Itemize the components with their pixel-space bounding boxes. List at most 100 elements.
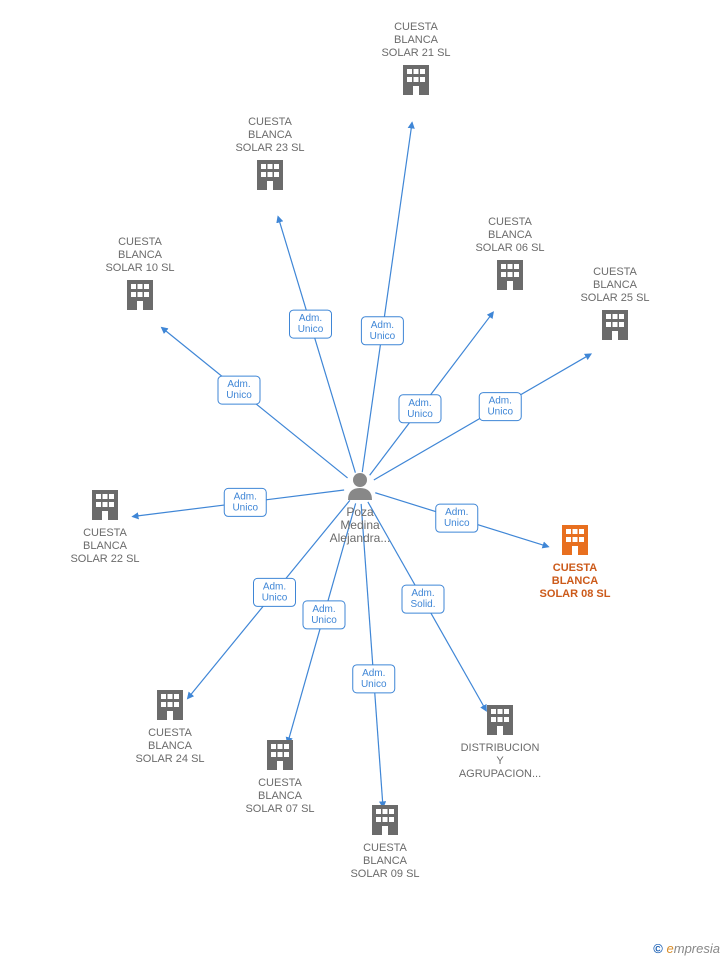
svg-text:BLANCA: BLANCA bbox=[363, 855, 408, 867]
svg-text:BLANCA: BLANCA bbox=[394, 34, 439, 46]
label-ndist: DISTRIBUCIONYAGRUPACION... bbox=[459, 742, 541, 780]
edge-label-n25: Adm.Unico bbox=[479, 393, 521, 421]
svg-text:BLANCA: BLANCA bbox=[83, 540, 128, 552]
svg-text:Adm.: Adm. bbox=[263, 581, 286, 592]
svg-text:Unico: Unico bbox=[487, 407, 513, 418]
svg-text:Solid.: Solid. bbox=[410, 599, 435, 610]
svg-text:BLANCA: BLANCA bbox=[148, 740, 193, 752]
edge-label-n24: Adm.Unico bbox=[254, 578, 296, 606]
svg-text:CUESTA: CUESTA bbox=[593, 266, 637, 278]
svg-text:CUESTA: CUESTA bbox=[258, 777, 302, 789]
svg-text:SOLAR 08 SL: SOLAR 08 SL bbox=[540, 588, 611, 600]
label-n24: CUESTABLANCASOLAR 24 SL bbox=[135, 727, 204, 765]
svg-text:Unico: Unico bbox=[262, 592, 288, 603]
company-node-n21[interactable] bbox=[403, 65, 429, 95]
svg-text:DISTRIBUCION: DISTRIBUCION bbox=[461, 742, 540, 754]
svg-text:SOLAR 07 SL: SOLAR 07 SL bbox=[245, 803, 314, 815]
edge-n23 bbox=[278, 217, 355, 473]
svg-text:SOLAR 09 SL: SOLAR 09 SL bbox=[350, 868, 419, 880]
svg-text:CUESTA: CUESTA bbox=[488, 216, 532, 228]
svg-text:Adm.: Adm. bbox=[362, 668, 385, 679]
svg-text:SOLAR 22 SL: SOLAR 22 SL bbox=[70, 553, 139, 565]
company-node-n09[interactable] bbox=[372, 805, 398, 835]
network-diagram: PozaMedinaAlejandra...CUESTABLANCASOLAR … bbox=[0, 0, 728, 960]
company-node-ndist[interactable] bbox=[487, 705, 513, 735]
label-n25: CUESTABLANCASOLAR 25 SL bbox=[580, 266, 649, 304]
label-n22: CUESTABLANCASOLAR 22 SL bbox=[70, 527, 139, 565]
company-node-n08[interactable] bbox=[562, 525, 588, 555]
svg-text:Adm.: Adm. bbox=[312, 604, 335, 615]
brand-first: e bbox=[667, 941, 674, 956]
svg-text:Adm.: Adm. bbox=[408, 398, 431, 409]
svg-text:SOLAR 10 SL: SOLAR 10 SL bbox=[105, 262, 174, 274]
svg-text:BLANCA: BLANCA bbox=[118, 249, 163, 261]
svg-text:SOLAR 21 SL: SOLAR 21 SL bbox=[381, 47, 450, 59]
svg-text:AGRUPACION...: AGRUPACION... bbox=[459, 768, 541, 780]
svg-text:SOLAR 23 SL: SOLAR 23 SL bbox=[235, 142, 304, 154]
svg-text:Y: Y bbox=[496, 755, 504, 767]
edge-label-n10: Adm.Unico bbox=[218, 376, 260, 404]
svg-text:Unico: Unico bbox=[298, 324, 324, 335]
svg-text:Unico: Unico bbox=[370, 331, 396, 342]
svg-text:Unico: Unico bbox=[226, 390, 252, 401]
label-n23: CUESTABLANCASOLAR 23 SL bbox=[235, 116, 304, 154]
edge-label-n22: Adm.Unico bbox=[224, 488, 266, 516]
svg-text:SOLAR 24 SL: SOLAR 24 SL bbox=[135, 753, 204, 765]
label-n10: CUESTABLANCASOLAR 10 SL bbox=[105, 236, 174, 274]
edge-label-ndist: Adm.Solid. bbox=[402, 585, 444, 613]
label-n08: CUESTABLANCASOLAR 08 SL bbox=[540, 562, 611, 600]
nodes-layer: PozaMedinaAlejandra...CUESTABLANCASOLAR … bbox=[70, 21, 649, 880]
company-node-n10[interactable] bbox=[127, 280, 153, 310]
svg-text:CUESTA: CUESTA bbox=[148, 727, 192, 739]
center-person[interactable] bbox=[348, 473, 372, 500]
svg-text:Adm.: Adm. bbox=[411, 588, 434, 599]
svg-text:Unico: Unico bbox=[232, 502, 258, 513]
label-n09: CUESTABLANCASOLAR 09 SL bbox=[350, 842, 419, 880]
copyright-symbol: © bbox=[653, 941, 663, 956]
svg-text:SOLAR 25 SL: SOLAR 25 SL bbox=[580, 292, 649, 304]
company-node-n23[interactable] bbox=[257, 160, 283, 190]
svg-text:Unico: Unico bbox=[444, 518, 470, 529]
svg-text:Adm.: Adm. bbox=[445, 507, 468, 518]
svg-text:Unico: Unico bbox=[311, 615, 337, 626]
svg-text:CUESTA: CUESTA bbox=[553, 562, 597, 574]
svg-text:CUESTA: CUESTA bbox=[118, 236, 162, 248]
svg-text:BLANCA: BLANCA bbox=[248, 129, 293, 141]
svg-text:Adm.: Adm. bbox=[371, 320, 394, 331]
edge-labels-layer: Adm.UnicoAdm.UnicoAdm.UnicoAdm.UnicoAdm.… bbox=[218, 310, 521, 693]
brand-rest: mpresia bbox=[674, 941, 720, 956]
svg-text:Adm.: Adm. bbox=[227, 379, 250, 390]
svg-text:Unico: Unico bbox=[361, 679, 387, 690]
svg-text:Medina: Medina bbox=[340, 518, 380, 532]
copyright: © empresia bbox=[653, 941, 720, 956]
svg-text:CUESTA: CUESTA bbox=[394, 21, 438, 33]
svg-text:BLANCA: BLANCA bbox=[552, 575, 598, 587]
svg-text:BLANCA: BLANCA bbox=[593, 279, 638, 291]
label-n07: CUESTABLANCASOLAR 07 SL bbox=[245, 777, 314, 815]
svg-text:CUESTA: CUESTA bbox=[248, 116, 292, 128]
company-node-n06[interactable] bbox=[497, 260, 523, 290]
edge-n09 bbox=[361, 504, 383, 807]
svg-text:Adm.: Adm. bbox=[299, 313, 322, 324]
svg-text:CUESTA: CUESTA bbox=[83, 527, 127, 539]
svg-text:CUESTA: CUESTA bbox=[363, 842, 407, 854]
svg-text:SOLAR 06 SL: SOLAR 06 SL bbox=[475, 242, 544, 254]
edge-label-n23: Adm.Unico bbox=[290, 310, 332, 338]
label-n06: CUESTABLANCASOLAR 06 SL bbox=[475, 216, 544, 254]
edge-label-n08: Adm.Unico bbox=[436, 504, 478, 532]
svg-text:BLANCA: BLANCA bbox=[258, 790, 303, 802]
svg-text:Unico: Unico bbox=[407, 409, 433, 420]
svg-text:Poza: Poza bbox=[346, 505, 374, 519]
edge-label-n07: Adm.Unico bbox=[303, 601, 345, 629]
edge-label-n21: Adm.Unico bbox=[361, 317, 403, 345]
company-node-n25[interactable] bbox=[602, 310, 628, 340]
label-n21: CUESTABLANCASOLAR 21 SL bbox=[381, 21, 450, 59]
company-node-n07[interactable] bbox=[267, 740, 293, 770]
company-node-n24[interactable] bbox=[157, 690, 183, 720]
edge-label-n09: Adm.Unico bbox=[353, 665, 395, 693]
company-node-n22[interactable] bbox=[92, 490, 118, 520]
svg-text:Alejandra...: Alejandra... bbox=[330, 531, 391, 545]
edge-label-n06: Adm.Unico bbox=[399, 395, 441, 423]
svg-text:Adm.: Adm. bbox=[234, 491, 257, 502]
svg-text:BLANCA: BLANCA bbox=[488, 229, 533, 241]
